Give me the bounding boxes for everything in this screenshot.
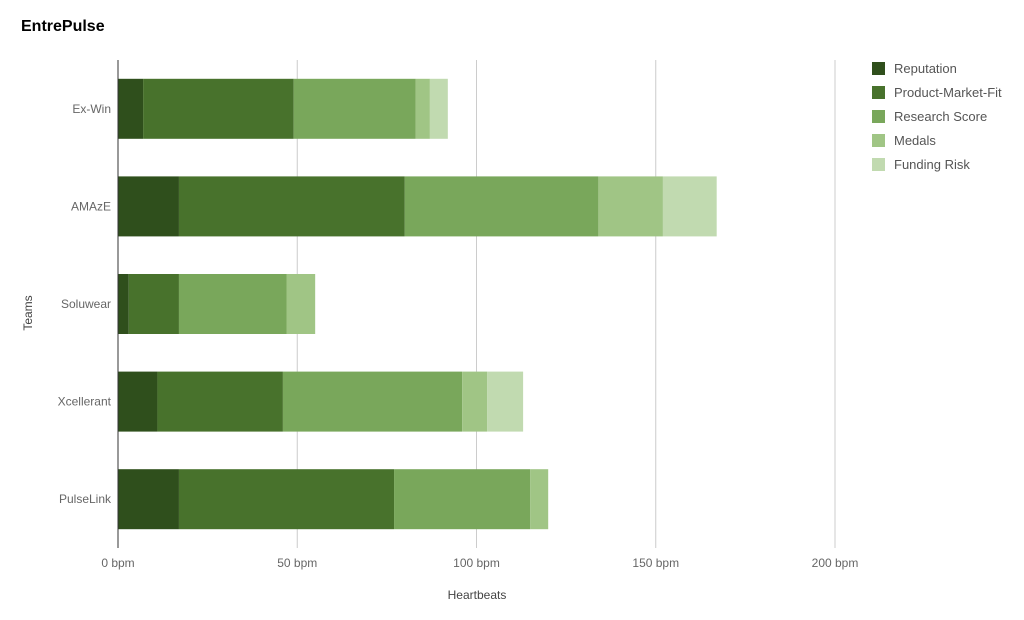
bar-stack-amaze bbox=[118, 176, 717, 237]
bar-segment-reputation bbox=[118, 469, 179, 530]
y-axis-title: Teams bbox=[21, 295, 35, 330]
bar-segment-reputation bbox=[118, 371, 158, 432]
legend-label: Product-Market-Fit bbox=[894, 84, 1002, 100]
bar-segment-funding-risk bbox=[662, 176, 717, 237]
bar-stack-ex-win bbox=[118, 78, 448, 139]
bar-stack-soluwear bbox=[118, 274, 316, 334]
y-tick-label: Xcellerant bbox=[58, 395, 112, 409]
bar-stack-xcellerant bbox=[118, 371, 524, 432]
legend-item[interactable]: Product-Market-Fit bbox=[872, 80, 1002, 104]
x-tick-label: 50 bpm bbox=[277, 556, 317, 570]
bar-segment-medals bbox=[415, 78, 430, 139]
bar-segment-medals bbox=[598, 176, 663, 237]
legend-swatch bbox=[872, 157, 885, 171]
legend-label: Research Score bbox=[894, 108, 988, 124]
bar-segment-product-market-fit bbox=[128, 274, 179, 334]
x-tick-label: 150 bpm bbox=[632, 556, 679, 570]
x-tick-label: 200 bpm bbox=[812, 556, 859, 570]
legend-label: Funding Risk bbox=[894, 156, 970, 172]
bar-segment-research-score bbox=[282, 371, 463, 432]
bar-segment-medals bbox=[530, 469, 549, 530]
legend-item[interactable]: Medals bbox=[872, 128, 1002, 152]
x-axis-title: Heartbeats bbox=[448, 588, 507, 602]
bar-stacks bbox=[118, 78, 717, 530]
legend-label: Medals bbox=[894, 132, 936, 148]
bar-segment-product-market-fit bbox=[157, 371, 283, 432]
y-tick-label: AMAzE bbox=[71, 199, 111, 213]
bar-segment-funding-risk bbox=[429, 78, 448, 139]
bar-segment-research-score bbox=[404, 176, 599, 237]
legend-swatch bbox=[872, 109, 885, 123]
legend-item[interactable]: Reputation bbox=[872, 56, 1002, 80]
y-tick-label: Soluwear bbox=[61, 297, 111, 311]
x-tick-label: 100 bpm bbox=[453, 556, 500, 570]
bar-segment-medals bbox=[462, 371, 488, 432]
x-tick-labels: 0 bpm 50 bpm 100 bpm 150 bpm 200 bpm bbox=[101, 556, 858, 570]
x-tick-label: 0 bpm bbox=[101, 556, 134, 570]
y-tick-labels: Ex-Win AMAzE Soluwear Xcellerant PulseLink bbox=[58, 102, 112, 506]
legend-swatch bbox=[872, 85, 885, 99]
bar-segment-medals bbox=[286, 274, 316, 334]
bar-segment-reputation bbox=[118, 176, 179, 237]
bar-segment-reputation bbox=[118, 274, 129, 334]
bar-segment-reputation bbox=[118, 78, 144, 139]
bar-stack-pulselink bbox=[118, 469, 549, 530]
bar-segment-research-score bbox=[178, 274, 287, 334]
bar-segment-product-market-fit bbox=[178, 469, 395, 530]
bar-segment-funding-risk bbox=[487, 371, 524, 432]
legend-item[interactable]: Research Score bbox=[872, 104, 1002, 128]
bar-segment-research-score bbox=[293, 78, 416, 139]
bar-segment-product-market-fit bbox=[143, 78, 294, 139]
bar-segment-research-score bbox=[394, 469, 531, 530]
bar-segment-product-market-fit bbox=[178, 176, 405, 237]
legend: Reputation Product-Market-Fit Research Sco… bbox=[872, 56, 1002, 176]
y-tick-label: PulseLink bbox=[59, 492, 112, 506]
chart-title: EntrePulse bbox=[21, 18, 105, 35]
legend-swatch bbox=[872, 133, 885, 147]
legend-swatch bbox=[872, 61, 885, 75]
legend-item[interactable]: Funding Risk bbox=[872, 152, 1002, 176]
y-tick-label: Ex-Win bbox=[72, 102, 111, 116]
legend-label: Reputation bbox=[894, 60, 957, 76]
